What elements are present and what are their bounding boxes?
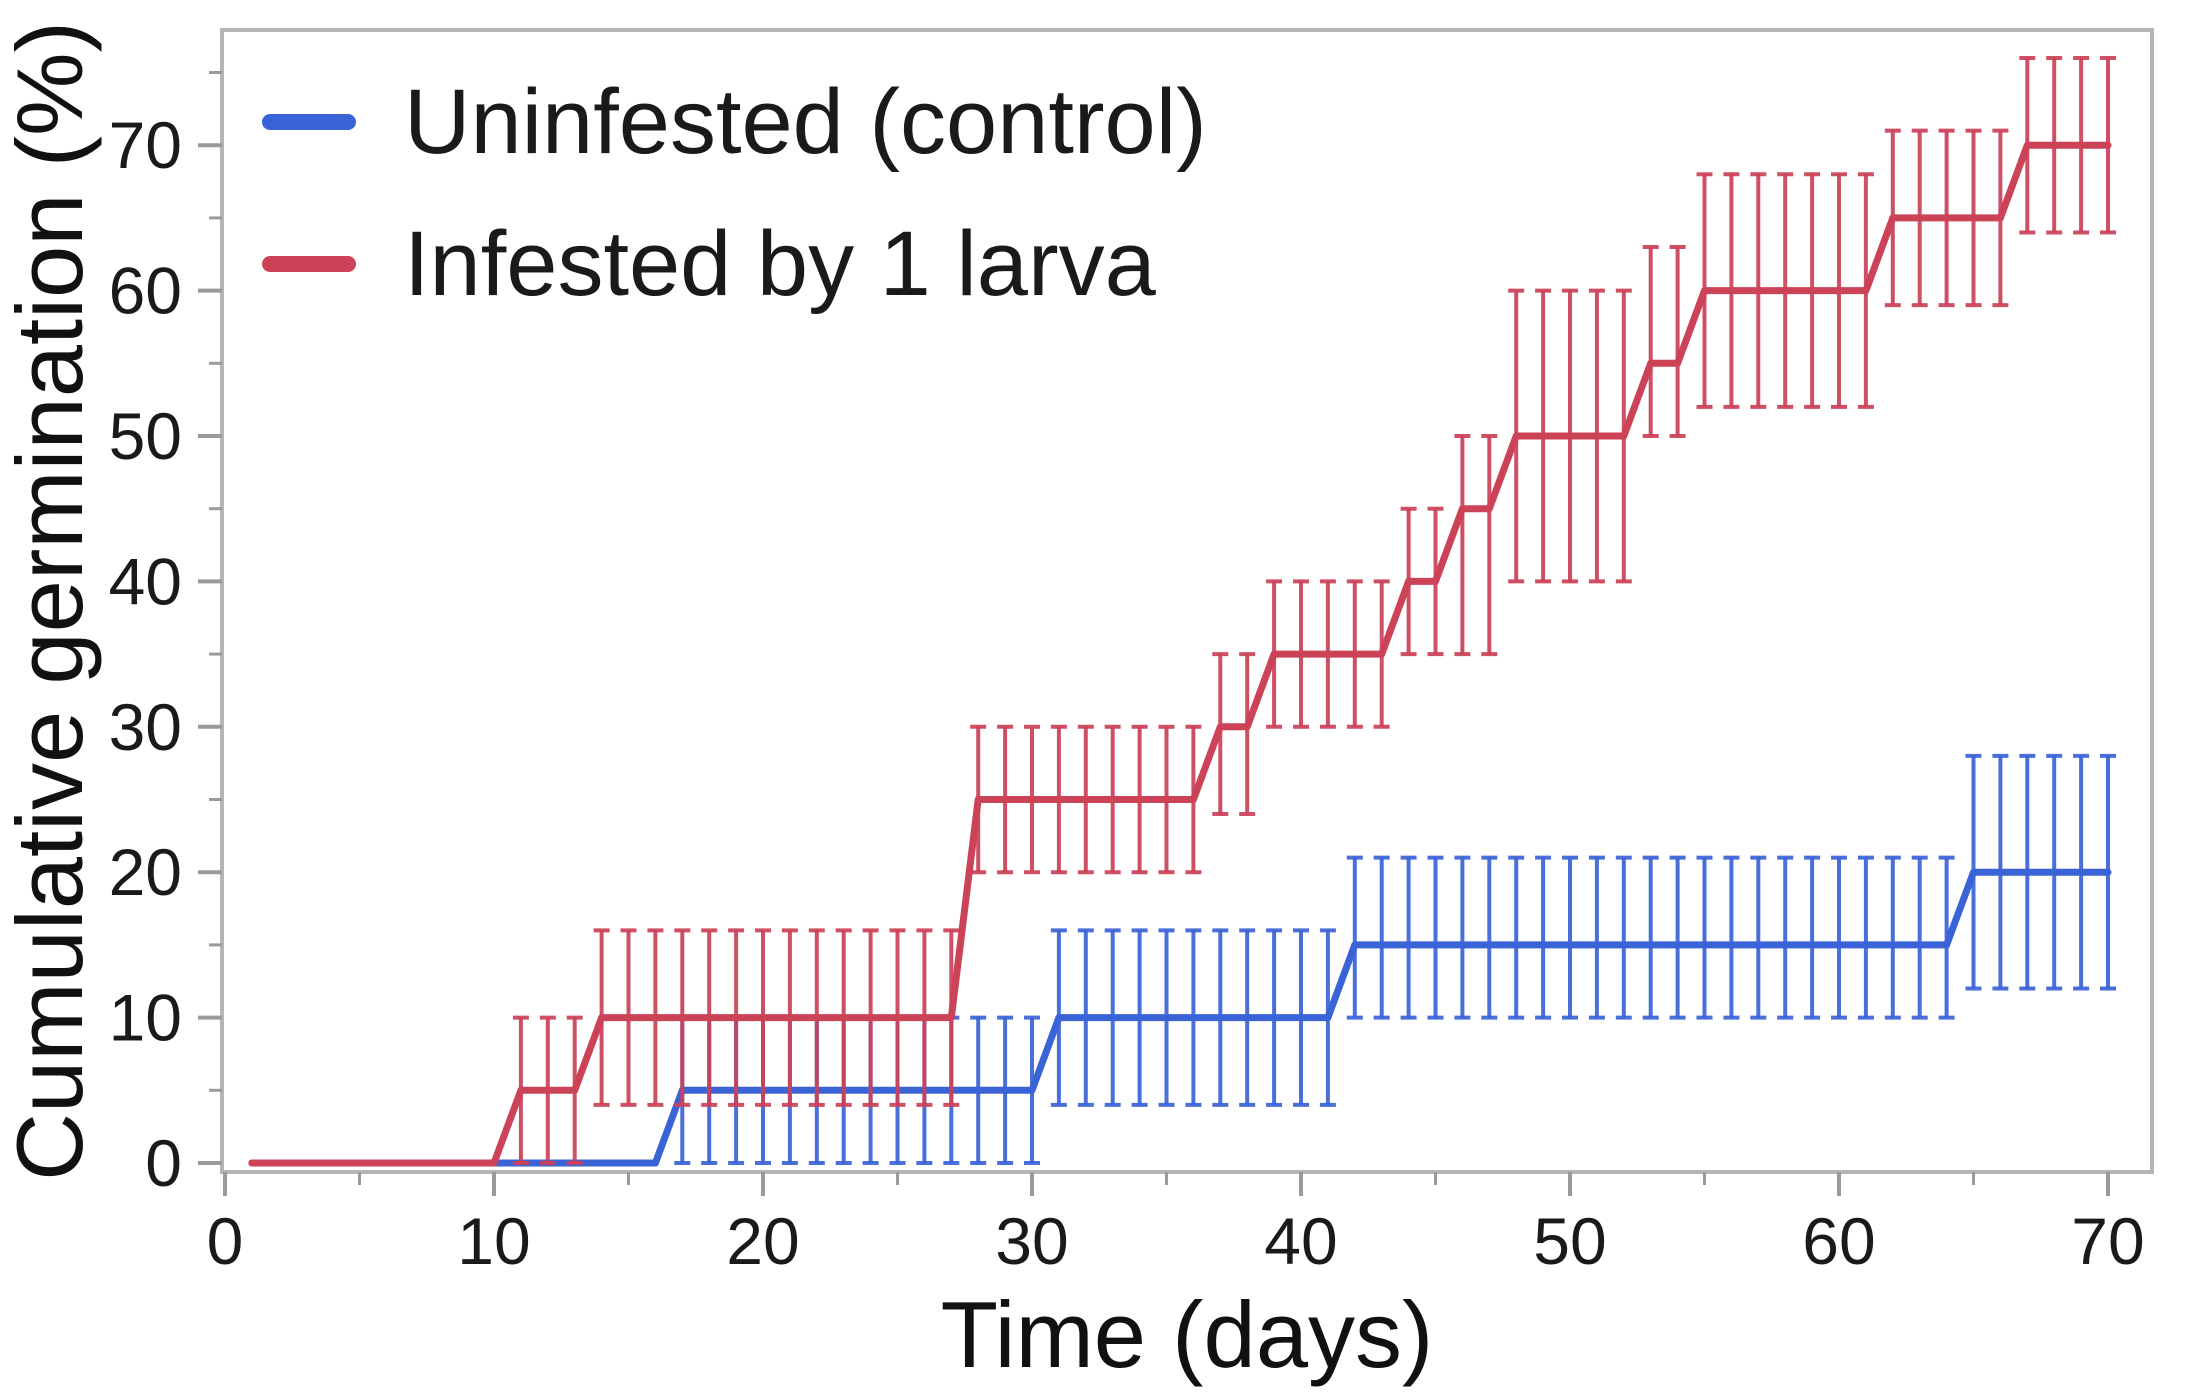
svg-text:20: 20 bbox=[109, 835, 182, 909]
svg-text:60: 60 bbox=[109, 254, 182, 328]
legend-swatch-uninfested-icon bbox=[262, 114, 356, 130]
svg-text:40: 40 bbox=[109, 544, 182, 618]
svg-text:50: 50 bbox=[109, 399, 182, 473]
svg-text:50: 50 bbox=[1533, 1204, 1606, 1278]
y-axis-title: Cumulative germination (%) bbox=[0, 21, 102, 1181]
legend-item-uninfested: Uninfested (control) bbox=[262, 58, 1207, 186]
legend-label-uninfested: Uninfested (control) bbox=[404, 71, 1207, 173]
svg-text:0: 0 bbox=[207, 1204, 244, 1278]
svg-text:10: 10 bbox=[109, 981, 182, 1055]
svg-text:40: 40 bbox=[1264, 1204, 1337, 1278]
svg-text:30: 30 bbox=[995, 1204, 1068, 1278]
legend-label-infested: Infested by 1 larva bbox=[404, 213, 1156, 315]
svg-text:70: 70 bbox=[2071, 1204, 2144, 1278]
x-axis-title: Time (days) bbox=[940, 1282, 1434, 1387]
legend-item-infested: Infested by 1 larva bbox=[262, 200, 1207, 328]
svg-text:70: 70 bbox=[109, 108, 182, 182]
svg-text:30: 30 bbox=[109, 690, 182, 764]
legend: Uninfested (control) Infested by 1 larva bbox=[262, 58, 1207, 328]
svg-text:10: 10 bbox=[457, 1204, 530, 1278]
svg-text:20: 20 bbox=[726, 1204, 799, 1278]
legend-swatch-infested-icon bbox=[262, 256, 356, 272]
svg-text:0: 0 bbox=[145, 1126, 182, 1200]
svg-text:60: 60 bbox=[1802, 1204, 1875, 1278]
